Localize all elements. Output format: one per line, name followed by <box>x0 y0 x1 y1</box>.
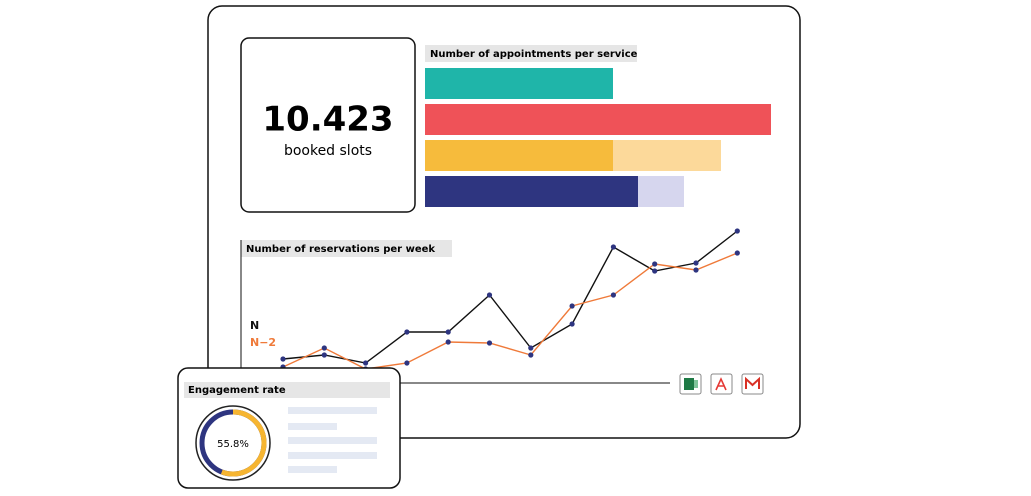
bar-segment <box>425 176 638 207</box>
donut-label: 55.8% <box>217 439 249 450</box>
donut-outline <box>195 405 271 481</box>
data-point <box>569 303 575 309</box>
data-point <box>445 339 451 345</box>
line-series <box>282 252 738 370</box>
title-bg <box>241 240 452 257</box>
data-point <box>610 292 617 298</box>
excel-icon[interactable] <box>679 373 702 395</box>
data-point <box>610 244 617 250</box>
donut-arc <box>199 409 267 477</box>
data-point <box>321 345 327 351</box>
bar-segment <box>425 68 613 99</box>
pdf-icon[interactable] <box>710 373 733 395</box>
bar-segment <box>638 176 684 207</box>
data-point <box>486 340 493 346</box>
bar-chart-title: Number of appointments per service <box>430 49 638 60</box>
data-point <box>404 360 410 366</box>
data-point <box>569 321 575 327</box>
data-point <box>404 329 410 335</box>
data-point <box>652 268 658 274</box>
bar-segment <box>613 140 721 171</box>
legend-entry: N <box>250 319 259 332</box>
placeholder-lines <box>288 407 377 473</box>
bar-segment <box>425 140 613 171</box>
kpi-value: 10.423 <box>262 100 393 140</box>
bar-segment <box>425 104 771 135</box>
data-point <box>734 228 740 234</box>
data-point <box>321 352 327 358</box>
gmail-icon[interactable] <box>741 373 764 395</box>
line-chart-title: Number of reservations per week <box>246 244 435 255</box>
data-point <box>528 352 534 358</box>
data-point <box>693 260 699 266</box>
kpi-card <box>240 37 416 213</box>
data-point <box>280 356 286 362</box>
engagement-title: Engagement rate <box>188 385 286 396</box>
line-series <box>282 230 738 364</box>
data-point <box>652 261 658 267</box>
legend-entry: N−2 <box>250 336 276 349</box>
data-point <box>445 329 451 335</box>
data-point <box>486 292 493 298</box>
kpi-label: booked slots <box>284 143 372 159</box>
data-point <box>693 267 699 273</box>
data-point <box>528 345 534 351</box>
title-bg <box>184 382 390 398</box>
data-point <box>734 250 740 256</box>
data-point <box>363 360 369 366</box>
title-bg <box>425 45 637 62</box>
